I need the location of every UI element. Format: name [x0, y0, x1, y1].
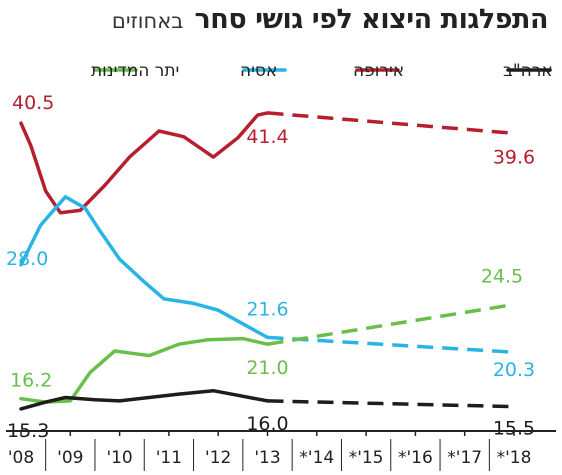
data-label-2: 41.4: [246, 126, 288, 148]
legend-label-2: אירופה: [353, 61, 404, 81]
x-tick-label-11: *'18: [497, 448, 532, 468]
data-label-5: 21.6: [246, 298, 288, 320]
data-label-1: 40.5: [12, 92, 54, 114]
chart-title-row: התפלגות היצוא לפי גושי סחר באחוזים: [10, 4, 549, 38]
data-label-3: 39.6: [493, 146, 535, 168]
series-forecast-line-2: [267, 335, 515, 354]
data-label-11: 16.0: [246, 413, 288, 435]
x-tick-label-6: '13: [254, 448, 280, 468]
x-tick-label-4: '11: [156, 448, 182, 468]
series-forecast-line-4: [267, 399, 515, 409]
series-line-3: [19, 336, 270, 404]
series-line-4: [19, 388, 270, 411]
chart-title: התפלגות היצוא לפי גושי סחר: [194, 4, 549, 35]
legend-label-4: יתר המדינות: [91, 61, 179, 81]
legend-label-1: ארה"ב: [503, 61, 553, 81]
data-label-9: 24.5: [481, 266, 523, 288]
data-label-7: 16.2: [10, 370, 52, 392]
x-tick-label-8: *'15: [349, 448, 384, 468]
x-tick-label-5: '12: [205, 448, 231, 468]
data-label-6: 20.3: [493, 359, 535, 381]
x-tick-label-10: *'17: [447, 448, 482, 468]
x-tick-label-1: '08: [8, 448, 34, 468]
series-forecast-line-3: [267, 302, 515, 346]
x-tick-label-2: '09: [57, 448, 83, 468]
x-tick-label-7: *'14: [299, 448, 334, 468]
data-label-8: 21.0: [246, 357, 288, 379]
data-label-4: 28.0: [6, 248, 48, 270]
series-line-2: [19, 195, 270, 340]
x-tick-label-9: *'16: [398, 448, 433, 468]
data-label-12: 15.5: [493, 418, 535, 440]
legend-label-3: אסיה: [240, 61, 277, 81]
series-forecast-line-1: [267, 111, 515, 136]
chart-subtitle: באחוזים: [111, 9, 184, 33]
x-tick-label-3: '10: [106, 448, 132, 468]
series-line-1: [19, 111, 270, 215]
